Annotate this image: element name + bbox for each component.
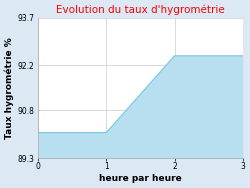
Y-axis label: Taux hygrométrie %: Taux hygrométrie % [5,37,14,139]
X-axis label: heure par heure: heure par heure [99,174,182,183]
Title: Evolution du taux d'hygrométrie: Evolution du taux d'hygrométrie [56,5,225,15]
